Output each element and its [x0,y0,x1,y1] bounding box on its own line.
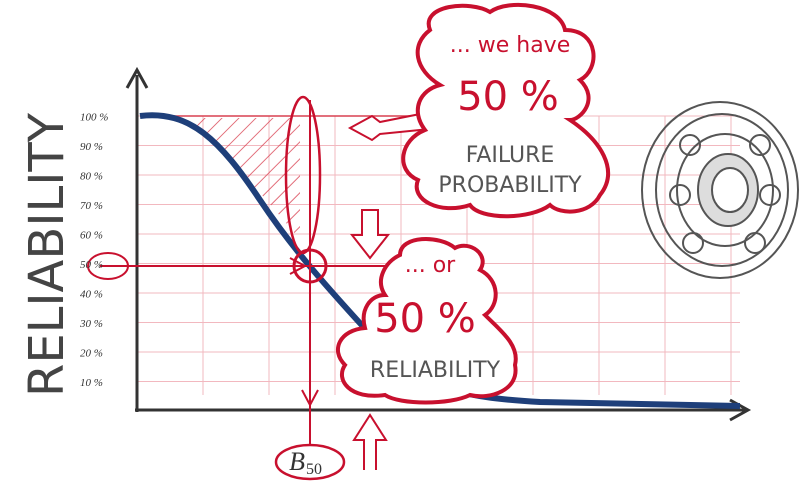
y-tick-label: 20 % [80,348,103,360]
cloud1-intro: ... we have [450,33,570,58]
hatch [190,118,300,240]
cloud2-value: 50 % [374,296,476,342]
y-arrow [125,66,149,89]
marker-letter: B [289,447,305,476]
cloud1-value: 50 % [457,74,559,120]
up-arrow [352,413,388,470]
circle [292,248,328,284]
y-tick-label: 90 % [80,141,103,153]
cloud2-line1: RELIABILITY [370,358,501,383]
y-tick-label: 40 % [80,289,103,301]
y-tick-label: 80 % [80,171,103,183]
tick-circle [87,252,129,280]
cloud1-line1: FAILURE [466,143,555,168]
cloud-failure [401,2,611,219]
marker-ellipse [274,443,346,481]
y-tick-label: 100 % [80,112,108,124]
y-tick-label: 70 % [80,200,103,212]
cloud1-line2: PROBABILITY [438,173,582,198]
v-arrow [301,389,319,408]
y-label: RELIABILITY [19,112,75,397]
cloud2-intro: ... or [405,253,456,278]
y-tick-label: 30 % [79,318,103,330]
down-arrow [349,209,391,260]
y-ticks: 100 % 90 % 80 % 70 % 60 % 50 % 40 % 30 % 20 % 10 … [79,112,108,390]
y-tick-label: 50 % [80,259,103,271]
y-tick-label: 60 % [80,230,103,242]
cloud-reliability [335,236,518,405]
y-tick-label: 10 % [80,377,103,389]
marker-subscript: 50 [306,461,322,478]
bearing-icon [641,101,799,279]
